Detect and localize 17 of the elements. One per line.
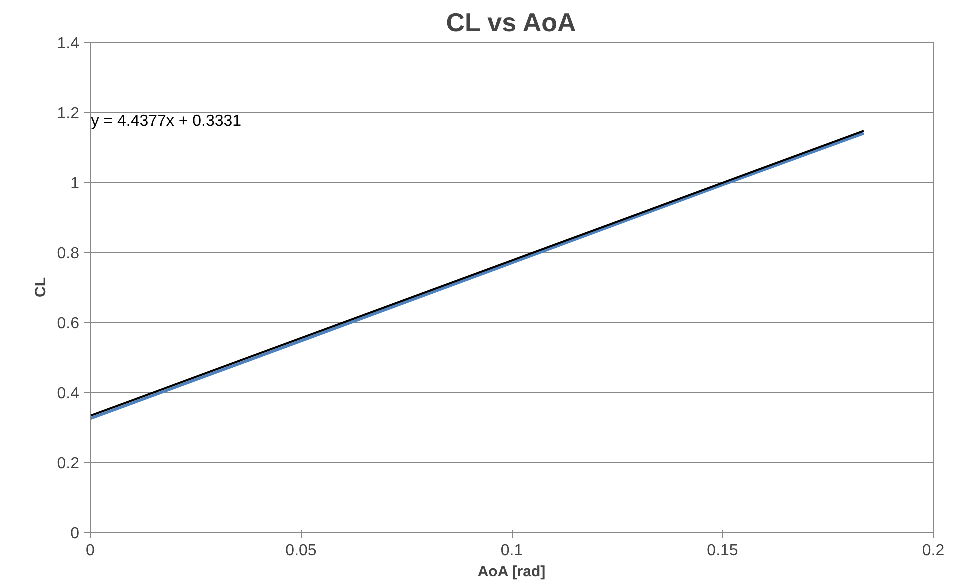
y-tick-label: 1.2 <box>57 106 80 122</box>
y-axis-title: CL <box>32 278 50 298</box>
x-tick-label: 0.15 <box>707 542 738 560</box>
y-tick-label: 0.4 <box>57 386 80 402</box>
y-tick-label: 0 <box>70 526 80 542</box>
x-tick-label: 0.1 <box>500 542 524 560</box>
y-tick-label: 1 <box>70 176 80 192</box>
y-tick-label: 0.8 <box>57 246 80 262</box>
x-tick-label: 0.05 <box>286 542 317 560</box>
chart-title: CL vs AoA <box>446 8 577 38</box>
x-tick-label: 0.2 <box>922 542 945 560</box>
x-tick-label: 0 <box>86 542 96 560</box>
x-axis-title: AoA [rad] <box>478 564 546 580</box>
y-tick-label: 0.2 <box>57 456 80 472</box>
y-tick-label: 0.6 <box>57 316 80 332</box>
annotation: y = 4.4377x + 0.3331 <box>91 113 242 130</box>
y-tick-label: 1.4 <box>57 36 80 52</box>
